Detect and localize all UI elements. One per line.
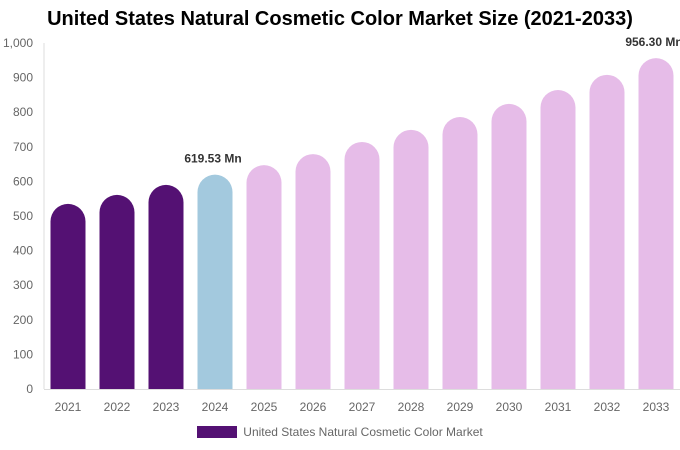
legend: United States Natural Cosmetic Color Mar… bbox=[0, 425, 680, 439]
bar-2025 bbox=[246, 165, 282, 389]
y-tick-label: 800 bbox=[13, 105, 33, 119]
legend-label: United States Natural Cosmetic Color Mar… bbox=[243, 425, 483, 439]
bar-2023 bbox=[148, 184, 184, 389]
data-label-2033: 956.30 Mn bbox=[625, 35, 680, 49]
y-tick-label: 400 bbox=[13, 244, 33, 258]
y-tick-label: 300 bbox=[13, 278, 33, 292]
x-tick-label: 2022 bbox=[104, 400, 131, 414]
data-label-2024: 619.53 Mn bbox=[184, 152, 241, 166]
y-tick-label: 500 bbox=[13, 209, 33, 223]
legend-swatch bbox=[197, 426, 238, 438]
bar-2027 bbox=[344, 141, 380, 389]
x-tick-label: 2026 bbox=[300, 400, 327, 414]
chart-title: United States Natural Cosmetic Color Mar… bbox=[47, 8, 633, 30]
y-tick-label: 900 bbox=[13, 71, 33, 85]
y-tick-label: 100 bbox=[13, 347, 33, 361]
y-tick-label: 700 bbox=[13, 140, 33, 154]
bar-2029 bbox=[442, 117, 478, 389]
x-tick-label: 2027 bbox=[349, 400, 376, 414]
bar-2028 bbox=[393, 129, 429, 389]
x-tick-label: 2021 bbox=[55, 400, 82, 414]
x-tick-label: 2029 bbox=[447, 400, 474, 414]
x-tick-label: 2033 bbox=[643, 400, 670, 414]
bar-2031 bbox=[540, 90, 576, 389]
x-tick-label: 2024 bbox=[202, 400, 229, 414]
x-tick-label: 2028 bbox=[398, 400, 425, 414]
y-tick-label: 200 bbox=[13, 313, 33, 327]
bar-2021 bbox=[50, 203, 86, 389]
x-tick-label: 2032 bbox=[594, 400, 621, 414]
x-tick-label: 2030 bbox=[496, 400, 523, 414]
bar-2030 bbox=[491, 103, 527, 390]
x-tick-label: 2031 bbox=[545, 400, 572, 414]
x-tick-label: 2025 bbox=[251, 400, 278, 414]
bar-2032 bbox=[589, 74, 625, 389]
x-tick-label: 2023 bbox=[153, 400, 180, 414]
y-tick-label: 1,000 bbox=[3, 36, 33, 50]
bar-2024 bbox=[197, 174, 233, 389]
bar-2026 bbox=[295, 154, 331, 389]
bar-2022 bbox=[99, 194, 135, 389]
y-tick-label: 600 bbox=[13, 174, 33, 188]
y-tick-label: 0 bbox=[26, 382, 33, 396]
bar-2033 bbox=[638, 58, 674, 389]
